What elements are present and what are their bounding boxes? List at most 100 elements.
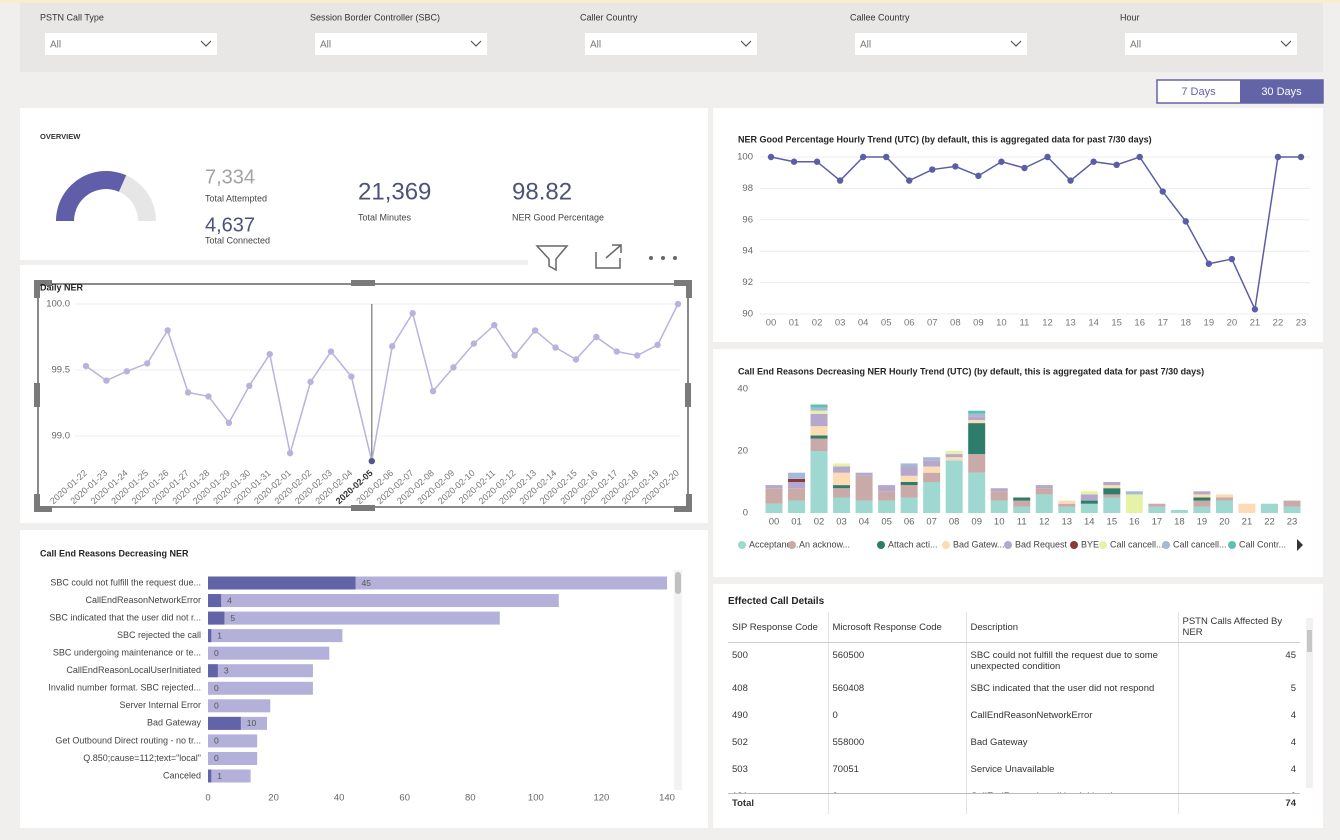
data-label: 1 — [217, 630, 222, 640]
focus-icon[interactable] — [595, 244, 622, 269]
total-row: Total 74 — [728, 793, 1300, 814]
x-tick-label: 16 — [1129, 517, 1140, 528]
category-label: SBC rejected the call — [117, 630, 201, 640]
bar — [208, 594, 222, 608]
filter-dropdown[interactable]: All — [1125, 33, 1297, 55]
table-cell: 560500 — [827, 643, 966, 676]
toggle-label[interactable]: 30 Days — [1261, 86, 1302, 98]
column-header: SIP Response Code — [728, 612, 828, 643]
more-icon[interactable] — [649, 256, 677, 260]
column-header: PSTN Calls Affected By NER — [1177, 612, 1300, 643]
chevron — [1010, 40, 1022, 47]
bar-segment — [1193, 494, 1211, 498]
kpi-caption: Total Minutes — [358, 212, 412, 222]
toggle-button[interactable] — [1240, 80, 1323, 103]
point — [929, 166, 936, 173]
point — [327, 348, 335, 355]
bar-segment — [855, 472, 873, 476]
category-label: SBC indicated that the user did not r... — [49, 612, 201, 622]
x-tick-label: 06 — [904, 517, 915, 528]
bar-segment — [990, 500, 1008, 513]
x-tick-label: 00 — [766, 318, 777, 329]
point — [1228, 255, 1236, 263]
table-cell: 502 — [732, 737, 748, 748]
point — [389, 343, 396, 350]
x-tick-label: 20 — [1227, 318, 1238, 329]
table-cell: 5 — [1177, 676, 1300, 703]
category-label: CallEndReasonLocalUserInitiated — [66, 665, 201, 675]
x-tick-label: 22 — [1264, 517, 1275, 528]
x-tick-label: 19 — [1204, 318, 1215, 329]
x-tick-label: 60 — [399, 793, 410, 804]
filter-label: Callee Country — [850, 12, 910, 22]
point — [836, 177, 844, 184]
x-tick-label: 09 — [971, 517, 982, 528]
bar-segment — [1148, 506, 1166, 513]
spacer — [965, 793, 1178, 814]
bar — [208, 716, 241, 730]
table-row: 1810CallEndReasonLocalUserInitiated3 — [728, 784, 1300, 793]
table-cell: CallEndReasonNetworkError — [965, 703, 1178, 730]
point — [1182, 218, 1189, 225]
data-label: 3 — [224, 665, 229, 675]
scrollbar[interactable] — [674, 570, 682, 790]
point — [975, 172, 982, 180]
dropdown-box — [585, 33, 757, 55]
bar-segment — [810, 410, 828, 414]
column-header: Microsoft Response Code — [827, 612, 966, 643]
dropdown-value: All — [1130, 40, 1141, 51]
line — [85, 303, 679, 462]
filter-icon[interactable] — [535, 245, 569, 272]
bar-segment — [1013, 497, 1031, 501]
bar-segment — [765, 503, 783, 513]
legend-label: Attach acti... — [888, 539, 938, 549]
filter-dropdown[interactable]: All — [315, 33, 487, 55]
chevron — [470, 40, 482, 47]
y-tick-label: 99.5 — [52, 365, 71, 376]
point — [409, 310, 416, 317]
legend-next[interactable] — [1297, 539, 1303, 551]
chart-title: NER Good Percentage Hourly Trend (UTC) (… — [738, 134, 1152, 144]
bar-segment — [1148, 503, 1166, 507]
x-tick-label: 01 — [791, 517, 802, 528]
point — [266, 350, 273, 358]
scrollbar-thumb[interactable] — [675, 572, 681, 594]
bar-segment — [1035, 488, 1053, 495]
bar-segment — [1103, 497, 1121, 513]
table-cell: 0 — [827, 784, 966, 793]
table-scrollbar[interactable] — [1306, 618, 1313, 788]
bar-segment — [1193, 497, 1211, 501]
filter-dropdown[interactable]: All — [855, 33, 1027, 55]
x-tick-label: 12 — [1042, 318, 1053, 329]
table-cell: 4 — [1177, 757, 1300, 784]
table-cell: 500 — [732, 650, 748, 661]
filter-dropdown[interactable]: All — [45, 33, 217, 55]
y-tick-label: 40 — [737, 384, 748, 395]
bar-segment — [788, 478, 806, 482]
x-tick-label: 20 — [1219, 517, 1230, 528]
bar-segment — [1103, 485, 1121, 489]
point — [1274, 153, 1282, 161]
x-tick-label: 09 — [973, 318, 984, 329]
y-tick-label: 98 — [742, 183, 753, 194]
table-cell: 4 — [1177, 730, 1300, 757]
bar-segment — [900, 463, 918, 467]
table-cell: 490 — [732, 710, 748, 721]
scrollbar-thumb[interactable] — [1307, 630, 1312, 652]
bar-segment — [765, 488, 783, 504]
y-tick-label: 90 — [742, 309, 753, 320]
x-tick-label: 08 — [949, 517, 960, 528]
ner-trend-card — [713, 108, 1323, 342]
toggle-label[interactable]: 7 Days — [1181, 86, 1216, 98]
bar-segment — [1058, 503, 1076, 507]
bar-segment — [968, 454, 986, 473]
bar-segment — [1260, 503, 1278, 513]
table-cell: SBC could not fulfill the request due to… — [965, 643, 1178, 676]
bar-segment — [810, 413, 828, 427]
bar-segment — [923, 472, 941, 482]
bar-segment — [810, 435, 828, 439]
x-tick-label: 02 — [814, 517, 825, 528]
x-tick-label: 02 — [812, 318, 823, 329]
filter-dropdown[interactable]: All — [585, 33, 757, 55]
bar-segment — [810, 451, 828, 513]
